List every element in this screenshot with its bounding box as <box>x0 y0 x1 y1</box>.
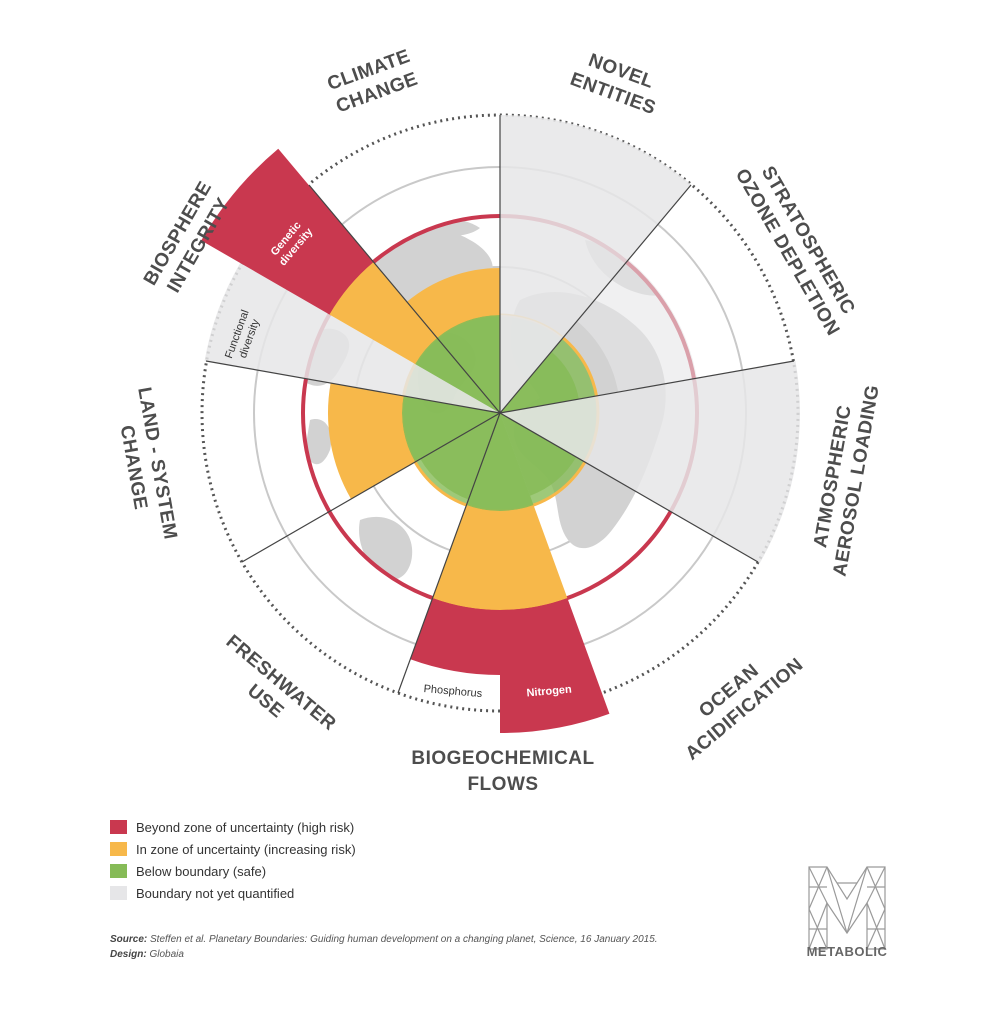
category-label-ozone-depletion: STRATOSPHERICOZONE DEPLETION <box>731 153 865 339</box>
wedge-nitrogen-uncertain <box>500 505 568 610</box>
wedge-land-system-uncertain <box>328 383 416 499</box>
wedge-nitrogen-high-risk <box>500 598 610 733</box>
legend-label: Below boundary (safe) <box>136 863 267 879</box>
design-text: Globaia <box>149 949 184 960</box>
source-footer: Source: Steffen et al. Planetary Boundar… <box>110 932 658 962</box>
legend-swatch-not-quantified <box>110 886 127 900</box>
legend-item-safe: Below boundary (safe) <box>110 860 356 882</box>
legend-label: Boundary not yet quantified <box>136 885 295 901</box>
wedge-genetic-diversity-uncertain <box>329 262 438 364</box>
wedge-genetic-diversity-high-risk <box>201 148 374 315</box>
wedge-novel-entities-core <box>500 315 563 413</box>
category-label-novel-entities: NOVELENTITIES <box>567 46 667 119</box>
legend-swatch-safe <box>110 864 127 878</box>
wedge-functional-diversity <box>204 263 500 413</box>
planetary-boundaries-diagram: CLIMATECHANGE NOVELENTITIES STRATOSPHERICO… <box>110 46 884 795</box>
category-label-climate-change: CLIMATECHANGE <box>325 46 422 118</box>
legend-label: Beyond zone of uncertainty (high risk) <box>136 819 355 835</box>
legend-label: In zone of uncertainty (increasing risk) <box>136 841 356 857</box>
wedge-phosphorus-high-risk <box>410 598 500 675</box>
source-label: Source: <box>110 934 148 945</box>
wedges-layer <box>201 115 800 733</box>
wedge-ozone-depletion-not-quantified <box>577 259 697 393</box>
design-label: Design: <box>110 949 147 960</box>
wedge-genetic-diversity-safe <box>415 337 500 413</box>
legend-item-high-risk: Beyond zone of uncertainty (high risk) <box>110 816 356 838</box>
sector-dividers <box>205 115 795 694</box>
source-text: Steffen et al. Planetary Boundaries: Gui… <box>150 934 658 945</box>
metabolic-logo-text: METABOLIC <box>806 944 888 959</box>
category-label-aerosol-loading: ATMOSPHERICAEROSOL LOADING <box>806 379 884 578</box>
wedge-nitrogen-safe <box>500 413 534 511</box>
wedge-freshwater-use <box>420 413 500 500</box>
legend-swatch-high-risk <box>110 820 127 834</box>
sub-label-phosphorus: Phosphorus <box>423 683 483 700</box>
sub-label-nitrogen: Nitrogen <box>526 684 572 700</box>
wedge-ocean-acidification <box>500 413 577 496</box>
metabolic-logo-icon <box>808 866 886 950</box>
category-label-ocean-acidification: OCEANACIDIFICATION <box>666 636 807 765</box>
category-label-land-system-change: LAND - SYSTEMCHANGE <box>110 386 181 546</box>
legend-item-increasing-risk: In zone of uncertainty (increasing risk) <box>110 838 356 860</box>
wedge-ozone-depletion-safe <box>500 351 579 413</box>
legend-swatch-increasing-risk <box>110 842 127 856</box>
wedge-climate-change-safe <box>437 315 500 413</box>
wedge-land-system-safe <box>402 395 500 462</box>
wedge-aerosol-loading <box>500 360 800 563</box>
wedge-phosphorus-uncertain <box>432 505 500 610</box>
category-label-biogeochemical-flows: BIOGEOCHEMICAL FLOWS <box>411 748 594 795</box>
legend: Beyond zone of uncertainty (high risk) I… <box>110 816 356 904</box>
wedge-climate-change-uncertain <box>406 268 500 338</box>
legend-item-not-quantified: Boundary not yet quantified <box>110 882 356 904</box>
